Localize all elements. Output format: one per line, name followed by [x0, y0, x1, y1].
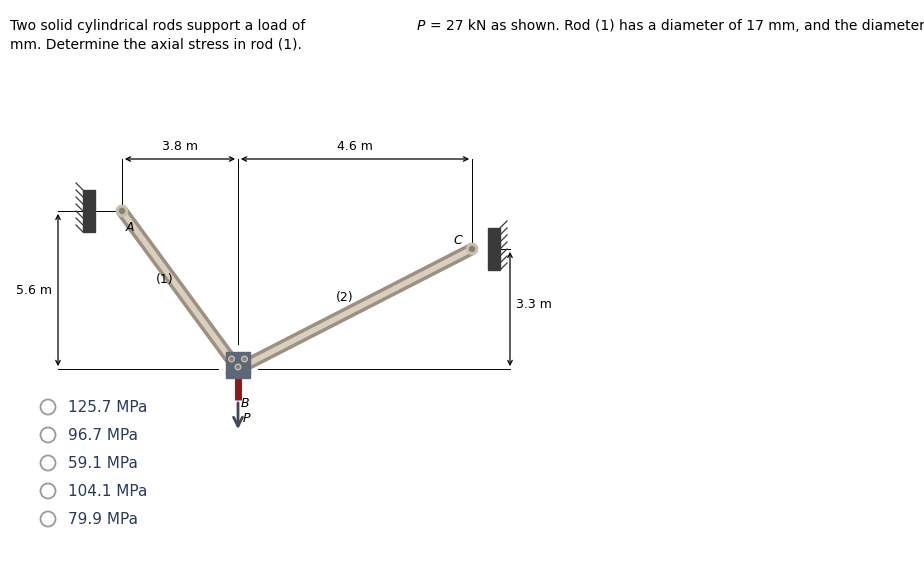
Bar: [83, 190, 95, 232]
Circle shape: [469, 247, 475, 251]
Bar: [226, 352, 250, 374]
Text: 3.8 m: 3.8 m: [162, 140, 198, 153]
Text: 125.7 MPa: 125.7 MPa: [68, 400, 147, 415]
Text: P: P: [243, 412, 250, 424]
Text: P: P: [417, 19, 425, 33]
Text: 96.7 MPa: 96.7 MPa: [68, 427, 138, 442]
Text: A: A: [126, 221, 135, 234]
Circle shape: [230, 358, 233, 360]
Circle shape: [467, 244, 478, 255]
Text: (2): (2): [336, 291, 354, 303]
Text: C: C: [454, 234, 462, 247]
Circle shape: [116, 206, 128, 217]
Circle shape: [243, 358, 246, 360]
Text: 5.6 m: 5.6 m: [16, 284, 52, 296]
Circle shape: [237, 365, 239, 368]
Circle shape: [242, 356, 248, 362]
Text: B: B: [241, 397, 249, 410]
Text: Two solid cylindrical rods support a load of: Two solid cylindrical rods support a loa…: [10, 19, 310, 33]
Text: 3.3 m: 3.3 m: [516, 298, 552, 310]
Bar: [226, 371, 250, 378]
Circle shape: [229, 356, 235, 362]
Text: mm. Determine the axial stress in rod (1).: mm. Determine the axial stress in rod (1…: [10, 37, 302, 51]
Text: = 27 kN as shown. Rod (1) has a diameter of 17 mm, and the diameter of rod (2) i: = 27 kN as shown. Rod (1) has a diameter…: [430, 19, 924, 33]
Text: 4.6 m: 4.6 m: [337, 140, 373, 153]
Circle shape: [236, 364, 241, 370]
Text: (1): (1): [156, 273, 174, 287]
Text: 59.1 MPa: 59.1 MPa: [68, 456, 138, 471]
Circle shape: [119, 208, 125, 214]
Text: 104.1 MPa: 104.1 MPa: [68, 483, 147, 499]
Text: 79.9 MPa: 79.9 MPa: [68, 511, 138, 526]
Bar: [488, 228, 500, 270]
